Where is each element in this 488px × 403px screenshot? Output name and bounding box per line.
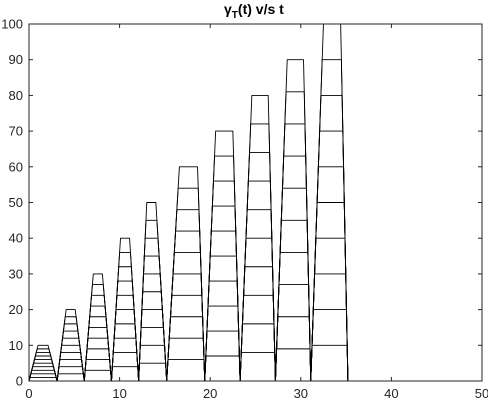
series-line (138, 219, 168, 382)
series-line (83, 305, 112, 382)
y-tick-label: 0 (16, 374, 23, 389)
series-line (310, 344, 349, 382)
series-line (274, 155, 312, 382)
title-symbol: γ (224, 1, 232, 17)
series-line (83, 348, 112, 382)
series-line (310, 273, 349, 382)
x-tick-label: 30 (294, 386, 308, 401)
series-line (138, 362, 168, 382)
trapezoid-5 (138, 202, 168, 382)
y-tick-label: 10 (9, 338, 23, 353)
series-line (274, 59, 312, 382)
data-series (28, 23, 482, 382)
trapezoid-8 (239, 94, 276, 382)
axis-ticks: 0 10 20 30 40 50 0 10 20 30 40 50 60 70 80 90 100 (1, 17, 488, 402)
series-line (111, 237, 140, 382)
series-line (111, 337, 140, 382)
trapezoid-2 (56, 309, 85, 382)
series-line (239, 294, 276, 382)
series-line (204, 255, 241, 382)
series-line (28, 344, 58, 382)
y-tick-label: 20 (9, 302, 23, 317)
y-tick-label: 40 (9, 231, 23, 246)
series-line (83, 369, 112, 382)
series-line (274, 284, 312, 382)
series-line (166, 230, 206, 382)
trapezoid-4 (111, 237, 140, 382)
y-tick-label: 30 (9, 266, 23, 281)
series-line (166, 359, 206, 382)
y-tick-label: 100 (1, 17, 23, 32)
trapezoid-3 (83, 273, 112, 382)
series-line (56, 309, 85, 382)
series-line (239, 351, 276, 382)
chart-title: γT(t) v/s t (224, 1, 284, 21)
y-tick-label: 90 (9, 52, 23, 67)
series-line (138, 202, 168, 382)
series-line (310, 130, 349, 382)
series-line (166, 316, 206, 382)
x-tick-label: 10 (112, 386, 126, 401)
y-tick-label: 60 (9, 159, 23, 174)
trapezoid-7 (204, 130, 241, 382)
series-line (204, 305, 241, 382)
y-tick-label: 50 (9, 195, 23, 210)
series-line (83, 273, 112, 382)
x-tick-label: 50 (475, 386, 488, 401)
series-line (56, 373, 85, 382)
series-line (204, 130, 241, 382)
x-tick-label: 40 (384, 386, 398, 401)
trapezoid-1 (28, 344, 58, 382)
series-line (28, 369, 58, 382)
trapezoid-10 (310, 23, 349, 382)
trapezoid-6 (166, 166, 206, 382)
series-line (56, 359, 85, 382)
title-subscript: T (232, 10, 238, 21)
trapezoid-9 (274, 59, 312, 382)
y-tick-label: 80 (9, 88, 23, 103)
y-tick-label: 70 (9, 124, 23, 139)
series-line (274, 348, 312, 382)
series-line (166, 166, 206, 382)
series-line (111, 366, 140, 382)
series-line (111, 280, 140, 382)
series-line (28, 376, 58, 382)
series-line (239, 180, 276, 382)
series-line (138, 327, 168, 382)
x-tick-label: 0 (25, 386, 32, 401)
title-rest: (t) v/s t (238, 1, 284, 17)
series-line (239, 94, 276, 382)
series-line (204, 205, 241, 382)
x-tick-label: 20 (203, 386, 217, 401)
